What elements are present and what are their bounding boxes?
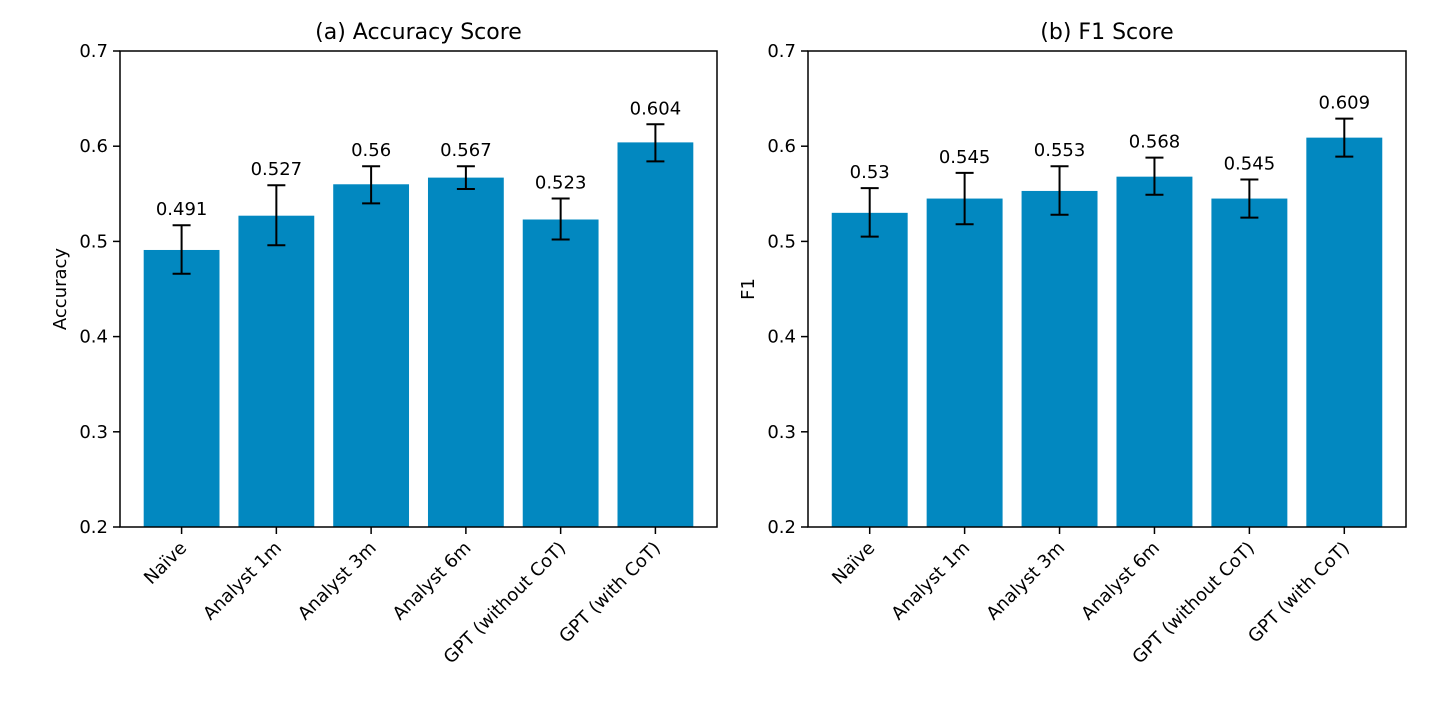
- y-tick-label: 0.2: [767, 517, 796, 538]
- y-tick-label: 0.5: [79, 231, 108, 252]
- x-tick-label: GPT (with CoT): [1244, 538, 1354, 648]
- x-tick-label: Analyst 3m: [294, 538, 381, 625]
- y-axis-label: F1: [738, 278, 759, 300]
- data-label: 0.567: [440, 140, 492, 161]
- x-tick-label: Analyst 6m: [1077, 538, 1164, 625]
- x-tick-label: Analyst 3m: [982, 538, 1069, 625]
- y-tick-label: 0.2: [79, 517, 108, 538]
- data-label: 0.53: [850, 162, 890, 183]
- y-tick-label: 0.4: [767, 327, 796, 348]
- x-tick-label: GPT (with CoT): [555, 538, 665, 648]
- x-tick-label: Analyst 6m: [389, 538, 476, 625]
- error-bar: [1145, 156, 1164, 196]
- x-tick-label: Analyst 1m: [199, 538, 286, 625]
- data-label: 0.527: [251, 159, 303, 180]
- data-label: 0.545: [1224, 154, 1276, 175]
- y-tick-label: 0.3: [79, 422, 108, 443]
- error-bar: [172, 224, 191, 275]
- bar: [427, 177, 504, 527]
- chart-panel-accuracy: 0.491 0.527 0.56 0.567 0.523 0.604 0.2 0.3 0.4 0.…: [50, 20, 718, 668]
- data-label: 0.553: [1034, 140, 1086, 161]
- bar: [1211, 198, 1288, 527]
- y-tick-label: 0.5: [767, 231, 796, 252]
- plot-frame: [807, 50, 1407, 528]
- chart-title: (a) Accuracy Score: [315, 20, 522, 45]
- data-label: 0.56: [351, 140, 391, 161]
- error-bar: [955, 171, 974, 226]
- error-bar: [267, 184, 286, 247]
- plot-frame: [119, 50, 718, 528]
- x-tick-label: Naïve: [140, 538, 191, 589]
- error-bar: [646, 123, 665, 163]
- y-tick-label: 0.6: [767, 136, 796, 157]
- data-label: 0.568: [1129, 132, 1181, 153]
- bar: [831, 212, 908, 527]
- bar: [143, 249, 220, 527]
- y-tick-label: 0.6: [79, 136, 108, 157]
- error-bar: [551, 197, 570, 241]
- error-bar: [362, 165, 381, 205]
- y-axis-label: Accuracy: [50, 248, 71, 331]
- error-bar: [456, 165, 475, 191]
- bar: [1021, 190, 1098, 527]
- bar: [926, 198, 1003, 527]
- data-label: 0.491: [156, 199, 208, 220]
- data-label: 0.609: [1319, 93, 1371, 114]
- data-label: 0.604: [630, 98, 682, 119]
- chart-panel-f1: 0.53 0.545 0.553 0.568 0.545 0.609 0.2 0.3 0.4 0.…: [738, 20, 1407, 668]
- bar: [617, 142, 694, 527]
- error-bar: [1335, 117, 1354, 158]
- bar: [238, 215, 315, 528]
- data-label: 0.523: [535, 173, 587, 194]
- error-bar: [1050, 165, 1069, 216]
- bar: [1306, 137, 1383, 527]
- data-label: 0.545: [939, 147, 991, 168]
- chart-title: (b) F1 Score: [1040, 20, 1173, 45]
- y-tick-label: 0.4: [79, 327, 108, 348]
- y-tick-label: 0.7: [79, 41, 108, 62]
- bar: [1116, 176, 1193, 527]
- error-bar: [1240, 178, 1259, 219]
- x-tick-label: Analyst 1m: [887, 538, 974, 625]
- y-tick-label: 0.3: [767, 422, 796, 443]
- y-tick-label: 0.7: [767, 41, 796, 62]
- bar: [333, 184, 410, 527]
- error-bar: [860, 187, 879, 238]
- x-tick-label: Naïve: [828, 538, 879, 589]
- bar: [522, 219, 599, 527]
